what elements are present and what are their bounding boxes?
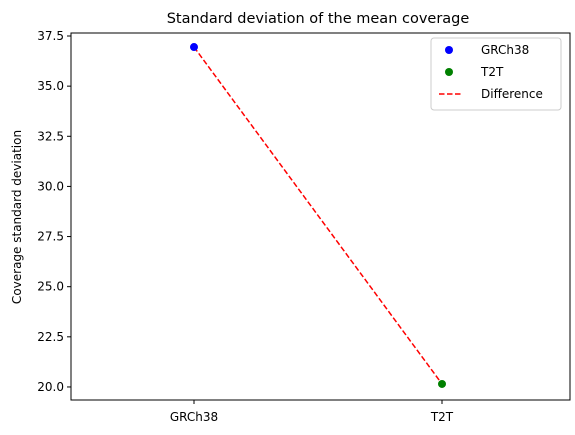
y-tick-label: 37.5	[37, 29, 64, 43]
y-tick-label: 22.5	[37, 330, 64, 344]
plot-area: 20.0 22.5 25.0 27.5 30.0 32.5 35.0 37.5 GRCh38 T2…	[37, 29, 571, 424]
legend: GRCh38 T2T Difference	[430, 37, 562, 111]
y-tick-label: 25.0	[37, 280, 64, 294]
y-tick-label: 35.0	[37, 79, 64, 93]
legend-box	[430, 37, 562, 111]
legend-marker	[445, 46, 453, 54]
legend-label: Difference	[481, 87, 543, 101]
legend-label: T2T	[480, 65, 504, 79]
x-tick-label: T2T	[430, 410, 454, 424]
x-tick-label: GRCh38	[170, 410, 218, 424]
y-axis-title: Coverage standard deviation	[10, 130, 24, 304]
y-tick-label: 27.5	[37, 230, 64, 244]
y-tick-label: 30.0	[37, 179, 64, 193]
data-point-t2t	[438, 379, 446, 388]
legend-marker	[445, 68, 453, 76]
chart-title: Standard deviation of the mean coverage	[167, 11, 470, 27]
data-point-grch38	[190, 43, 198, 52]
y-tick-label: 32.5	[37, 129, 64, 143]
legend-label: GRCh38	[481, 43, 529, 57]
difference-line	[193, 46, 443, 385]
y-tick-label: 20.0	[37, 380, 64, 394]
axes-frame	[70, 32, 571, 401]
